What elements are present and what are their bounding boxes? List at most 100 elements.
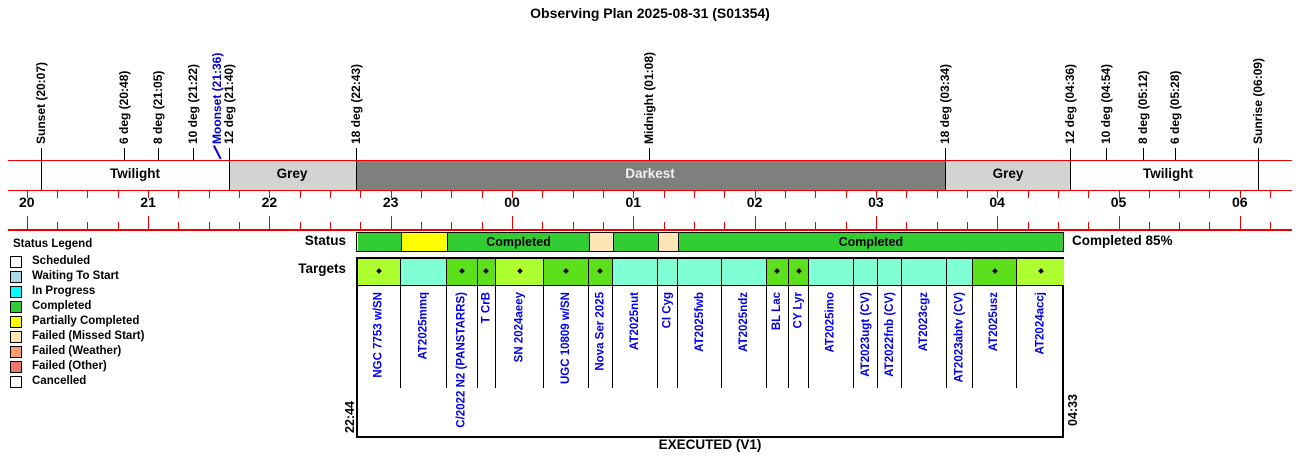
tick-15min <box>239 191 241 198</box>
status-segment: Completed <box>447 233 589 251</box>
tick-15min <box>754 191 756 198</box>
event-label-8-deg: 8 deg (21:05) <box>151 70 166 144</box>
tick-hour <box>512 216 513 229</box>
event-tick <box>228 148 230 160</box>
event-label-12-deg: 12 deg (04:36) <box>1062 63 1077 144</box>
legend-item-label: Failed (Other) <box>32 360 107 372</box>
moonset-connector <box>212 145 222 160</box>
target-column: AT2025nut <box>613 259 658 388</box>
hour-label: 20 <box>19 194 35 210</box>
target-name: CY Lyr <box>792 292 805 329</box>
page-title: Observing Plan 2025-08-31 (S01354) <box>530 5 770 21</box>
tick-15min <box>57 191 59 198</box>
event-tick <box>944 148 946 160</box>
target-column: CI Cyg <box>657 259 678 388</box>
tick-15min <box>87 191 89 198</box>
legend-title: Status Legend <box>13 238 93 250</box>
tick-15min <box>602 191 604 198</box>
hour-label: 01 <box>625 194 642 210</box>
target-status-cell <box>400 259 447 286</box>
tick-15min <box>693 222 695 229</box>
event-label-8-deg: 8 deg (05:12) <box>1135 70 1150 144</box>
event-tick <box>1142 148 1144 160</box>
legend-item-label: Completed <box>32 300 92 312</box>
tick-15min <box>117 222 119 229</box>
event-line-through-bar <box>40 161 42 190</box>
hour-label: 00 <box>504 194 520 210</box>
event-tick <box>1257 148 1259 160</box>
target-status-cell <box>722 259 766 286</box>
target-column: UGC 10809 w/SN <box>544 259 589 388</box>
target-column: AT2025fwb <box>677 259 723 388</box>
tick-15min <box>936 222 938 229</box>
hour-label: 02 <box>746 194 763 210</box>
tick-15min <box>1209 191 1211 198</box>
event-tick <box>192 148 194 160</box>
target-column: AT2024accj <box>1017 259 1064 388</box>
tick-15min <box>663 222 665 229</box>
legend-swatch <box>10 301 22 313</box>
completion-summary: Completed 85% <box>1072 233 1173 248</box>
target-column: NGC 7753 w/SN <box>358 259 401 388</box>
event-tick <box>649 148 651 160</box>
status-segment <box>613 233 658 251</box>
legend-item-label: Partially Completed <box>32 315 140 327</box>
target-status-cell <box>677 259 722 286</box>
tick-15min <box>360 191 362 198</box>
tick-15min <box>57 222 59 229</box>
axis-red-baseline <box>8 229 1292 231</box>
tick-15min <box>1270 222 1272 229</box>
target-column: BL Lac <box>766 259 789 388</box>
legend-item-label: Waiting To Start <box>32 270 119 282</box>
phase-boundary-line <box>356 161 358 190</box>
tick-15min <box>845 222 847 229</box>
phase-label: Grey <box>276 166 308 181</box>
target-name: AT2025usz <box>988 292 1001 352</box>
tick-15min <box>936 191 938 198</box>
event-tick <box>1069 148 1071 160</box>
phase-label: Grey <box>992 166 1024 181</box>
hour-label: 21 <box>140 194 156 210</box>
target-name: UGC 10809 w/SN <box>560 292 573 385</box>
tick-hour <box>269 216 271 229</box>
tick-15min <box>178 222 180 229</box>
hour-label: 06 <box>1232 194 1248 210</box>
target-name: SN 2024aeey <box>513 292 526 363</box>
tick-15min <box>1027 222 1029 229</box>
tick-15min <box>724 222 726 229</box>
tick-hour <box>26 216 28 229</box>
tick-15min <box>1057 191 1059 198</box>
hour-label: 03 <box>868 194 884 210</box>
tick-15min <box>299 191 301 198</box>
tick-15min <box>1270 191 1272 198</box>
phase-label: Darkest <box>625 166 675 181</box>
tick-15min <box>117 191 119 198</box>
tick-15min <box>1088 222 1090 229</box>
event-label-sunset: Sunset (20:07) <box>33 61 48 144</box>
tick-15min <box>208 191 210 198</box>
hour-label: 04 <box>989 194 1005 210</box>
target-column: AT2022fnb (CV) <box>877 259 903 388</box>
target-name: AT2023abtv (CV) <box>953 292 966 383</box>
tick-15min <box>1118 191 1120 198</box>
tick-15min <box>572 191 574 198</box>
legend-swatch <box>10 376 22 388</box>
tick-15min <box>330 222 332 229</box>
legend-swatch <box>10 316 22 328</box>
tick-15min <box>512 191 513 198</box>
event-label-10-deg: 10 deg (04:54) <box>1099 63 1114 144</box>
legend-item-label: Failed (Missed Start) <box>32 330 145 342</box>
sky-phase-grey <box>944 161 1070 190</box>
target-name: CI Cyg <box>661 292 674 329</box>
target-status-cell <box>809 259 853 286</box>
executed-version-label: EXECUTED (V1) <box>658 437 762 452</box>
target-status-cell <box>946 259 972 286</box>
tick-15min <box>87 222 89 229</box>
tick-15min <box>269 191 271 198</box>
tick-15min <box>542 222 544 229</box>
target-column: Nova Ser 2025 <box>588 259 614 388</box>
target-status-cell <box>877 259 902 286</box>
target-name: AT2025nut <box>628 292 641 350</box>
tick-15min <box>966 222 968 229</box>
target-name: Nova Ser 2025 <box>594 292 607 371</box>
